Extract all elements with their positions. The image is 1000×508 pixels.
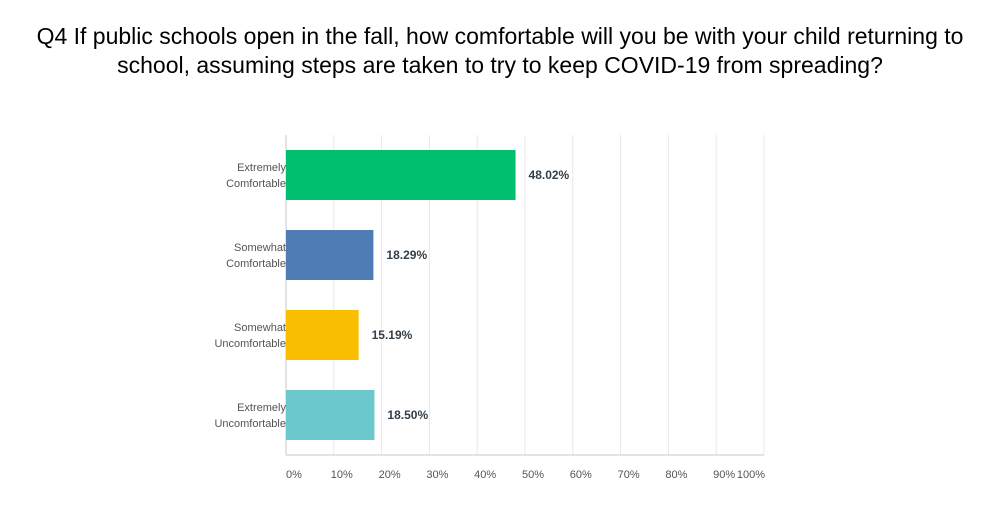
category-label-line: Comfortable: [226, 258, 286, 270]
x-tick-label-30: 30%: [426, 469, 448, 481]
category-label-line: Extremely: [237, 402, 286, 414]
category-label-1: Somewhat Comfortable: [226, 242, 286, 270]
category-label-line: Somewhat: [234, 322, 286, 334]
category-label-line: Comfortable: [226, 178, 286, 190]
category-label-line: Uncomfortable: [214, 418, 286, 430]
category-label-2: Somewhat Uncomfortable: [214, 322, 286, 350]
bar-0: [286, 150, 516, 200]
category-label-3: Extremely Uncomfortable: [214, 402, 286, 430]
bar-2: [286, 310, 359, 360]
data-label-2: 15.19%: [372, 328, 413, 342]
data-label-1: 18.29%: [386, 248, 427, 262]
x-tick-label-40: 40%: [474, 469, 496, 481]
x-tick-label-0: 0%: [286, 469, 302, 481]
x-tick-label-10: 10%: [331, 469, 353, 481]
data-label-0: 48.02%: [529, 168, 570, 182]
chart-title: Q4 If public schools open in the fall, h…: [36, 23, 964, 78]
x-tick-label-90: 90%: [713, 469, 735, 481]
category-label-0: Extremely Comfortable: [226, 162, 286, 190]
category-label-line: Uncomfortable: [214, 338, 286, 350]
x-tick-label-50: 50%: [522, 469, 544, 481]
x-tick-label-80: 80%: [665, 469, 687, 481]
bar-1: [286, 230, 374, 280]
data-label-3: 18.50%: [387, 408, 428, 422]
x-tick-label-70: 70%: [618, 469, 640, 481]
bar-3: [286, 390, 375, 440]
x-tick-label-20: 20%: [379, 469, 401, 481]
x-tick-label-100: 100%: [737, 469, 765, 481]
x-tick-label-60: 60%: [570, 469, 592, 481]
category-label-line: Extremely: [237, 162, 286, 174]
category-label-line: Somewhat: [234, 242, 286, 254]
